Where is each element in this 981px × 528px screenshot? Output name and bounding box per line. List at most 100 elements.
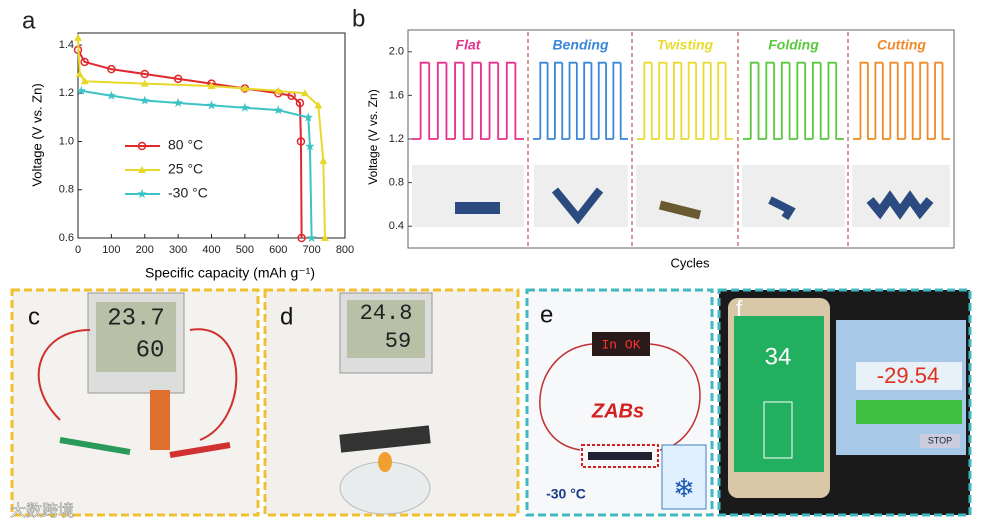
y-axis-label: Voltage (V vs. Zn) <box>29 83 44 186</box>
wave-step <box>941 62 950 140</box>
marker <box>303 112 313 122</box>
marker <box>297 233 306 243</box>
inset-photos <box>412 165 950 227</box>
wave-step <box>419 61 430 139</box>
battery <box>551 187 604 225</box>
plot-frame <box>77 32 346 239</box>
marker <box>206 100 217 110</box>
wave-step <box>619 62 628 140</box>
legend-label: -30 °C <box>168 185 208 201</box>
led-display <box>592 332 650 356</box>
readout <box>856 362 962 390</box>
wave-step <box>835 62 844 140</box>
x-tick-label: 300 <box>169 244 187 256</box>
flame <box>378 452 392 472</box>
wave-step <box>673 61 682 139</box>
wave-step <box>780 61 790 139</box>
wave-step <box>724 62 733 140</box>
y-tick-label: 0.4 <box>389 220 404 232</box>
wave-step <box>428 62 438 140</box>
wave-step <box>919 61 928 139</box>
series-line <box>81 89 313 239</box>
x-tick-label: 500 <box>236 244 254 256</box>
wave-step <box>658 61 667 139</box>
wave-step <box>812 61 821 139</box>
dividers <box>527 32 849 246</box>
panel-label: c <box>28 303 40 330</box>
y-tick-label: 2.0 <box>389 46 404 58</box>
marker <box>305 141 315 151</box>
marker <box>320 234 329 241</box>
wave-step <box>819 62 829 140</box>
marker <box>107 64 116 74</box>
lcd-temp: 23.7 <box>107 305 165 332</box>
y-tick-label: 0.6 <box>59 232 74 244</box>
series-label: Bending <box>553 37 609 53</box>
battery <box>339 425 431 453</box>
y-tick-label: 1.4 <box>59 39 74 51</box>
y-tick-label: 1.2 <box>59 87 74 99</box>
marker <box>273 105 283 115</box>
battery <box>768 196 796 221</box>
y-axis-label: Voltage (V vs. Zn) <box>366 89 380 184</box>
marker <box>80 57 89 67</box>
wire <box>37 328 238 441</box>
panel-label: d <box>280 303 293 330</box>
wave-step <box>514 62 524 140</box>
lcd <box>347 300 425 358</box>
inset <box>412 165 524 227</box>
clip <box>169 442 231 458</box>
clip <box>59 437 131 455</box>
series-line <box>77 49 303 239</box>
wave-step <box>695 62 704 140</box>
wave-step <box>896 62 906 140</box>
marker <box>76 85 87 95</box>
wave-step <box>612 61 621 139</box>
wave-step <box>650 62 660 140</box>
wave-step <box>454 61 464 139</box>
wave-step <box>889 61 898 139</box>
photo-d: 24.8 59 d <box>263 288 520 517</box>
lcd-humidity: 60 <box>136 337 165 364</box>
y-tick-label: 1.2 <box>389 133 404 145</box>
button <box>920 434 960 448</box>
wave-step <box>709 62 719 140</box>
wave-step <box>702 61 711 139</box>
wave-step <box>436 61 447 139</box>
marker <box>106 90 117 100</box>
marker <box>140 79 149 87</box>
x-tick-label: 100 <box>102 244 120 256</box>
wave-step <box>881 62 891 140</box>
panel-label: a <box>22 7 36 34</box>
marker <box>140 69 149 79</box>
legend-marker <box>137 141 147 151</box>
wave-step <box>554 61 563 139</box>
snowflake: ❄ <box>673 473 695 503</box>
photo-c: 23.7 60 c <box>10 288 260 517</box>
x-tick-label: 0 <box>75 244 81 256</box>
marker <box>207 82 216 90</box>
x-axis-label: Cycles <box>670 255 710 270</box>
wave-step <box>687 61 697 139</box>
button-label: STOP <box>928 435 952 445</box>
marker <box>300 89 309 97</box>
legend-label: 80 °C <box>168 137 203 153</box>
marker <box>274 86 283 94</box>
marker <box>296 137 306 146</box>
wire <box>539 343 701 451</box>
led-text: In OK <box>601 337 640 352</box>
wave-step <box>505 61 516 139</box>
watermark: 大数跨境 <box>10 501 74 520</box>
x-tick-label: 200 <box>136 244 154 256</box>
wave-step <box>488 61 499 139</box>
wave-step <box>643 61 652 139</box>
marker <box>319 156 328 164</box>
wave-step <box>749 61 759 139</box>
marker <box>75 70 84 77</box>
phone-screen <box>734 316 824 472</box>
legend-label: 25 °C <box>168 161 203 177</box>
battery <box>658 200 702 220</box>
marker <box>295 98 305 108</box>
wave-step <box>546 62 555 140</box>
